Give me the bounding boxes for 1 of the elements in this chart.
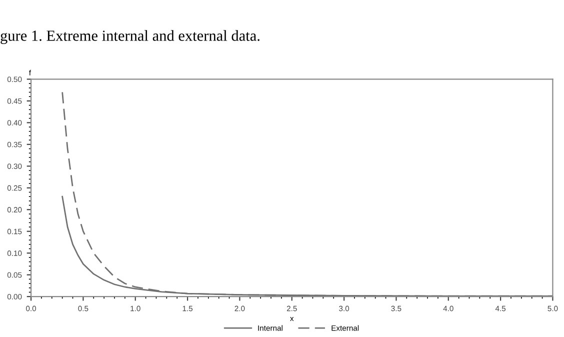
chart-title: gure 1. Extreme internal and external data.: [0, 30, 260, 44]
